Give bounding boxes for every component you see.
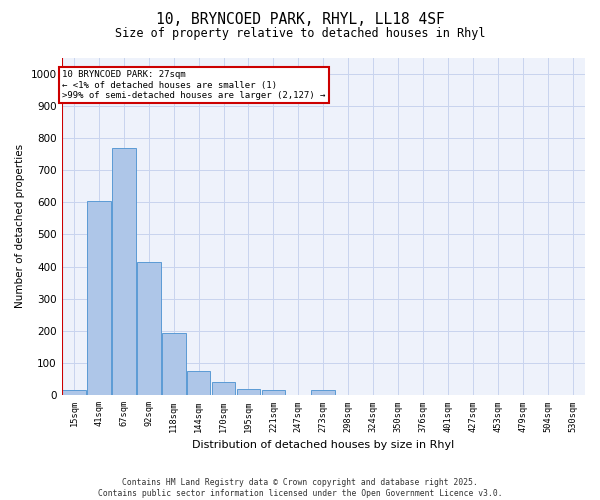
Text: 10, BRYNCOED PARK, RHYL, LL18 4SF: 10, BRYNCOED PARK, RHYL, LL18 4SF [155, 12, 445, 28]
X-axis label: Distribution of detached houses by size in Rhyl: Distribution of detached houses by size … [192, 440, 454, 450]
Bar [62, 390, 86, 396]
Bar [87, 200, 111, 396]
Bar [311, 390, 335, 396]
Bar [137, 262, 161, 396]
Bar [187, 370, 211, 396]
Text: 10 BRYNCOED PARK: 27sqm
← <1% of detached houses are smaller (1)
>99% of semi-de: 10 BRYNCOED PARK: 27sqm ← <1% of detache… [62, 70, 326, 100]
Text: Size of property relative to detached houses in Rhyl: Size of property relative to detached ho… [115, 28, 485, 40]
Y-axis label: Number of detached properties: Number of detached properties [15, 144, 25, 308]
Bar [112, 148, 136, 396]
Bar [162, 332, 185, 396]
Bar [212, 382, 235, 396]
Bar [262, 390, 285, 396]
Text: Contains HM Land Registry data © Crown copyright and database right 2025.
Contai: Contains HM Land Registry data © Crown c… [98, 478, 502, 498]
Bar [236, 389, 260, 396]
